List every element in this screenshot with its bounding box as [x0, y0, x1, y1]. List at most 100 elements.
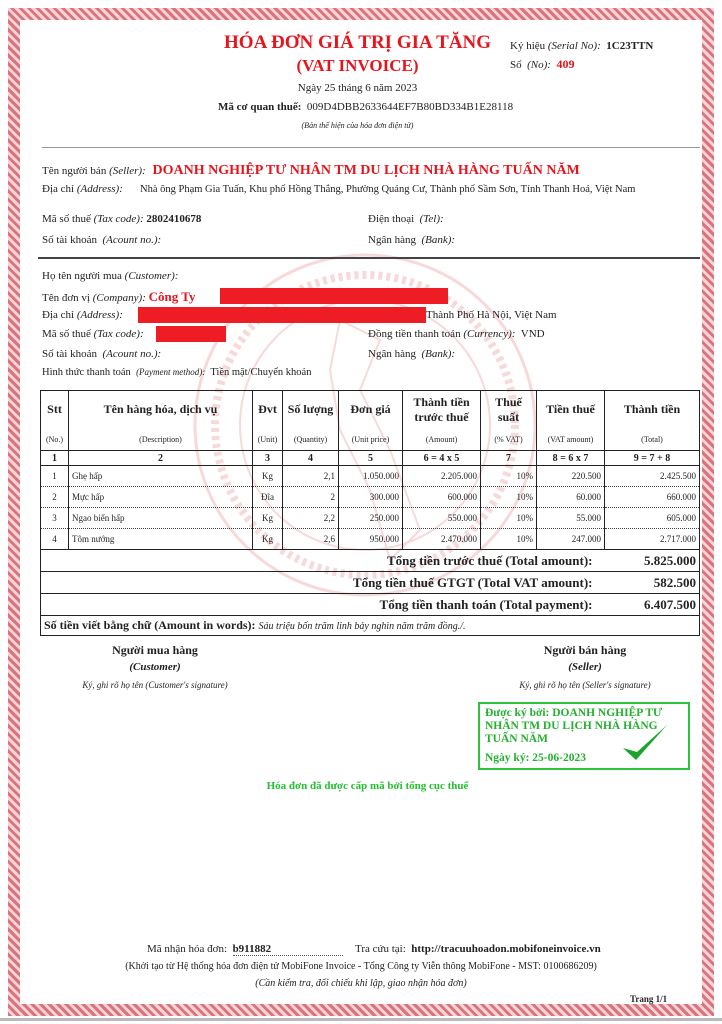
seller-signature-note: Ký, ghi rõ họ tên (Seller's signature)	[519, 680, 651, 690]
total-amount-label: Tổng tiền trước thuế (Total amount):	[40, 549, 605, 572]
table-cell: 2	[40, 486, 69, 508]
table-cell: 2	[282, 486, 339, 508]
table-cell: Kg	[252, 507, 283, 529]
payment-method-row: Hình thức thanh toán (Payment method): T…	[42, 367, 312, 378]
column-header: Tên hàng hóa, dịch vụ	[68, 390, 253, 429]
column-number: 5	[338, 450, 403, 466]
seller-address: Nhà ông Phạm Gia Tuấn, Khu phố Hồng Thắn…	[140, 184, 636, 195]
table-cell: 2,2	[282, 507, 339, 529]
table-cell: Đĩa	[252, 486, 283, 508]
table-row: 4 Tôm nướng Kg 2,6 950.000 2.470.000 10% 247.00…	[40, 528, 700, 550]
table-cell: 2.425.500	[604, 465, 700, 487]
column-number: 7	[480, 450, 537, 466]
table-cell: 2,6	[282, 528, 339, 550]
check-note: (Cần kiểm tra, đối chiếu khi lập, giao n…	[255, 978, 467, 989]
table-cell: 10%	[480, 465, 537, 487]
digital-signature-box: Được ký bởi: DOANH NGHIỆP TƯ NHÂN TM DU …	[478, 702, 690, 770]
table-cell: 10%	[480, 486, 537, 508]
e-invoice-note: (Bản thể hiện của hóa đơn điện tử)	[301, 121, 414, 130]
invoice-number: Số (No): 409	[510, 57, 575, 71]
seller-signature-en: (Seller)	[568, 661, 602, 673]
column-header: Thành tiền trước thuế	[402, 390, 481, 429]
total-vat-label: Tổng tiền thuế GTGT (Total VAT amount):	[40, 571, 605, 594]
total-amount-row: Tổng tiền trước thuế (Total amount): 5.82…	[40, 549, 700, 572]
column-header-en: (Amount)	[402, 428, 481, 451]
invoice-date: Ngày 25 tháng 6 năm 2023	[297, 82, 418, 94]
customer-row: Họ tên người mua (Customer):	[42, 270, 179, 282]
seller-name-row: Tên người bán (Seller): DOANH NGHIỆP TƯ …	[42, 163, 580, 178]
seller-tel: Điện thoại (Tel):	[368, 213, 444, 225]
column-header-en: (Total)	[604, 428, 700, 451]
table-cell: Tôm nướng	[68, 528, 253, 550]
column-header: Đơn giá	[338, 390, 403, 429]
divider	[38, 257, 700, 259]
seller-tax-row: Mã số thuế (Tax code): 2802410678	[42, 213, 202, 225]
invoice-code: b911882	[232, 943, 343, 956]
tax-authority-code: Mã cơ quan thuế: 009D4DBB2633644EF7B80BD…	[218, 101, 513, 113]
seller-address-label: Địa chỉ (Address):	[42, 183, 123, 195]
total-amount-value: 5.825.000	[604, 549, 700, 572]
table-cell: Mực hấp	[68, 486, 253, 508]
table-row: 3 Ngao biển hấp Kg 2,2 250.000 550.000 10% 55.0…	[40, 507, 700, 529]
table-cell: 10%	[480, 528, 537, 550]
company-name: Công Ty	[148, 289, 196, 304]
amount-in-words-row: Số tiền viết bằng chữ (Amount in words):…	[40, 615, 700, 636]
signed-date: Ngày ký: 25-06-2023	[485, 752, 586, 764]
page-edge	[0, 1018, 722, 1021]
lookup-row: Tra cứu tại: http://tracuuhoadon.mobifon…	[355, 943, 601, 955]
table-cell: 3	[40, 507, 69, 529]
tax-issued-note: Hóa đơn đã được cấp mã bởi tổng cục thuế	[266, 780, 469, 792]
column-header-en: (Description)	[68, 428, 253, 451]
column-number: 3	[252, 450, 283, 466]
divider	[42, 147, 700, 148]
table-cell: 600.000	[402, 486, 481, 508]
seller-name: DOANH NGHIỆP TƯ NHÂN TM DU LỊCH NHÀ HÀNG…	[152, 163, 580, 178]
buyer-address-label: Địa chỉ (Address):	[42, 309, 123, 321]
column-header-en: (Unit)	[252, 428, 283, 451]
buyer-account: Số tài khoản (Acount no.):	[42, 348, 162, 360]
table-cell: Kg	[252, 528, 283, 550]
total-payment-label: Tổng tiền thanh toán (Total payment):	[40, 593, 605, 616]
table-cell: Ghẹ hấp	[68, 465, 253, 487]
column-number: 1	[40, 450, 69, 466]
table-cell: 250.000	[338, 507, 403, 529]
buyer-address: Thành Phố Hà Nội, Việt Nam	[426, 309, 557, 321]
buyer-signature-title: Người mua hàng	[112, 643, 198, 657]
table-cell: Ngao biển hấp	[68, 507, 253, 529]
redaction	[156, 326, 226, 342]
column-header-en: (Quantity)	[282, 428, 339, 451]
column-number: 8 = 6 x 7	[536, 450, 605, 466]
buyer-bank: Ngân hàng (Bank):	[368, 348, 456, 360]
table-cell: 550.000	[402, 507, 481, 529]
total-payment-value: 6.407.500	[604, 593, 700, 616]
table-cell: 660.000	[604, 486, 700, 508]
serial-number: Ký hiệu (Serial No): 1C23TTN	[510, 40, 654, 52]
buyer-signature-en: (Customer)	[129, 661, 181, 673]
provider-note: (Khởi tạo từ Hệ thống hóa đơn điện tử Mo…	[125, 961, 597, 972]
items-table: Stt Tên hàng hóa, dịch vụ Đvt Số lượng Đơn g…	[40, 390, 700, 636]
table-cell: 950.000	[338, 528, 403, 550]
invoice-subtitle: (VAT INVOICE)	[296, 56, 419, 75]
column-number: 6 = 4 x 5	[402, 450, 481, 466]
table-cell: 247.000	[536, 528, 605, 550]
total-vat-row: Tổng tiền thuế GTGT (Total VAT amount): 5…	[40, 571, 700, 594]
table-cell: 2.205.000	[402, 465, 481, 487]
amount-in-words: Sáu triệu bốn trăm linh bảy nghìn năm tr…	[258, 621, 466, 632]
tax-authority-label: Mã cơ quan thuế:	[218, 101, 302, 113]
total-vat-value: 582.500	[604, 571, 700, 594]
currency-row: Đồng tiền thanh toán (Currency): VND	[368, 328, 545, 340]
total-payment-row: Tổng tiền thanh toán (Total payment): 6.4…	[40, 593, 700, 616]
seller-account: Số tài khoản (Acount no.):	[42, 234, 162, 246]
table-cell: 2.717.000	[604, 528, 700, 550]
table-cell: 220.500	[536, 465, 605, 487]
column-header-en: (% VAT)	[480, 428, 537, 451]
redaction	[220, 288, 448, 304]
lookup-link[interactable]: http://tracuuhoadon.mobifoneinvoice.vn	[411, 943, 601, 955]
invoice-title: HÓA ĐƠN GIÁ TRỊ GIA TĂNG	[224, 32, 491, 53]
redaction	[138, 307, 426, 323]
buyer-tax-row: Mã số thuế (Tax code):	[42, 328, 144, 340]
column-number: 2	[68, 450, 253, 466]
table-cell: 4	[40, 528, 69, 550]
table-cell: 60.000	[536, 486, 605, 508]
table-cell: 1	[40, 465, 69, 487]
